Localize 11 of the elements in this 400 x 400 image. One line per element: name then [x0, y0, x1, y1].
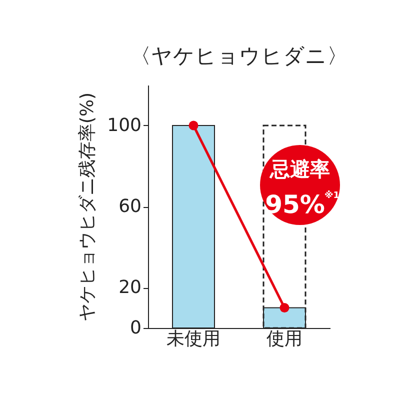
x-tick-label: 未使用	[166, 328, 220, 350]
y-axis-title: ヤケヒョウヒダニ残存率(%)	[77, 92, 98, 322]
annotation: 95%	[265, 190, 325, 219]
y-tick-label: 100	[107, 115, 142, 136]
annotation: 忌避率	[269, 157, 330, 181]
annotation: ※1	[324, 190, 340, 201]
y-tick-label: 0	[130, 318, 142, 338]
y-tick-label: 20	[118, 277, 142, 298]
chart-title: 〈ヤケヒョウヒダニ〉	[130, 44, 348, 68]
x-tick-label: 使用	[266, 328, 302, 350]
y-tick-label: 60	[118, 196, 142, 217]
